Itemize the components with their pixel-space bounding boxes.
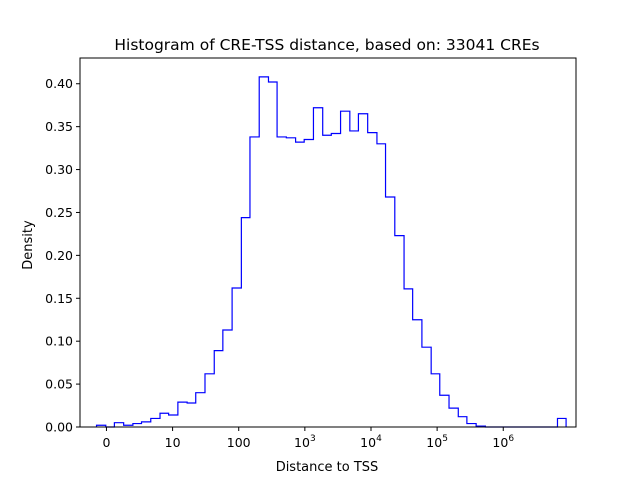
axes-frame <box>79 57 577 428</box>
histogram-step-line <box>95 76 567 428</box>
y-tick-label: 0.00 <box>45 420 73 435</box>
x-tick-label: 106 <box>492 434 514 450</box>
x-tick-label: 105 <box>426 434 448 450</box>
chart-title: Histogram of CRE-TSS distance, based on:… <box>114 36 539 54</box>
y-tick-label: 0.25 <box>45 205 73 220</box>
y-tick-label: 0.05 <box>45 377 73 392</box>
x-tick-label: 10 <box>165 435 181 450</box>
y-tick-label: 0.35 <box>45 119 73 134</box>
x-tick-label: 0 <box>102 435 110 450</box>
x-tick-label: 103 <box>294 434 316 450</box>
y-tick-label: 0.15 <box>45 291 73 306</box>
y-tick-label: 0.40 <box>45 76 73 91</box>
y-axis-ticks: 0.00 0.05 0.10 0.15 0.20 0.25 0.30 0.35 0.40 <box>45 76 80 435</box>
x-axis-label: Distance to TSS <box>276 460 379 475</box>
x-axis-ticks: 0 10 100 103 104 105 106 <box>102 427 514 450</box>
y-tick-label: 0.20 <box>45 248 73 263</box>
x-tick-label: 104 <box>360 434 382 450</box>
y-tick-label: 0.10 <box>45 334 73 349</box>
y-tick-label: 0.30 <box>45 162 73 177</box>
plot-area <box>79 57 577 428</box>
y-axis-label: Density <box>21 220 36 270</box>
x-tick-label: 100 <box>227 435 251 450</box>
